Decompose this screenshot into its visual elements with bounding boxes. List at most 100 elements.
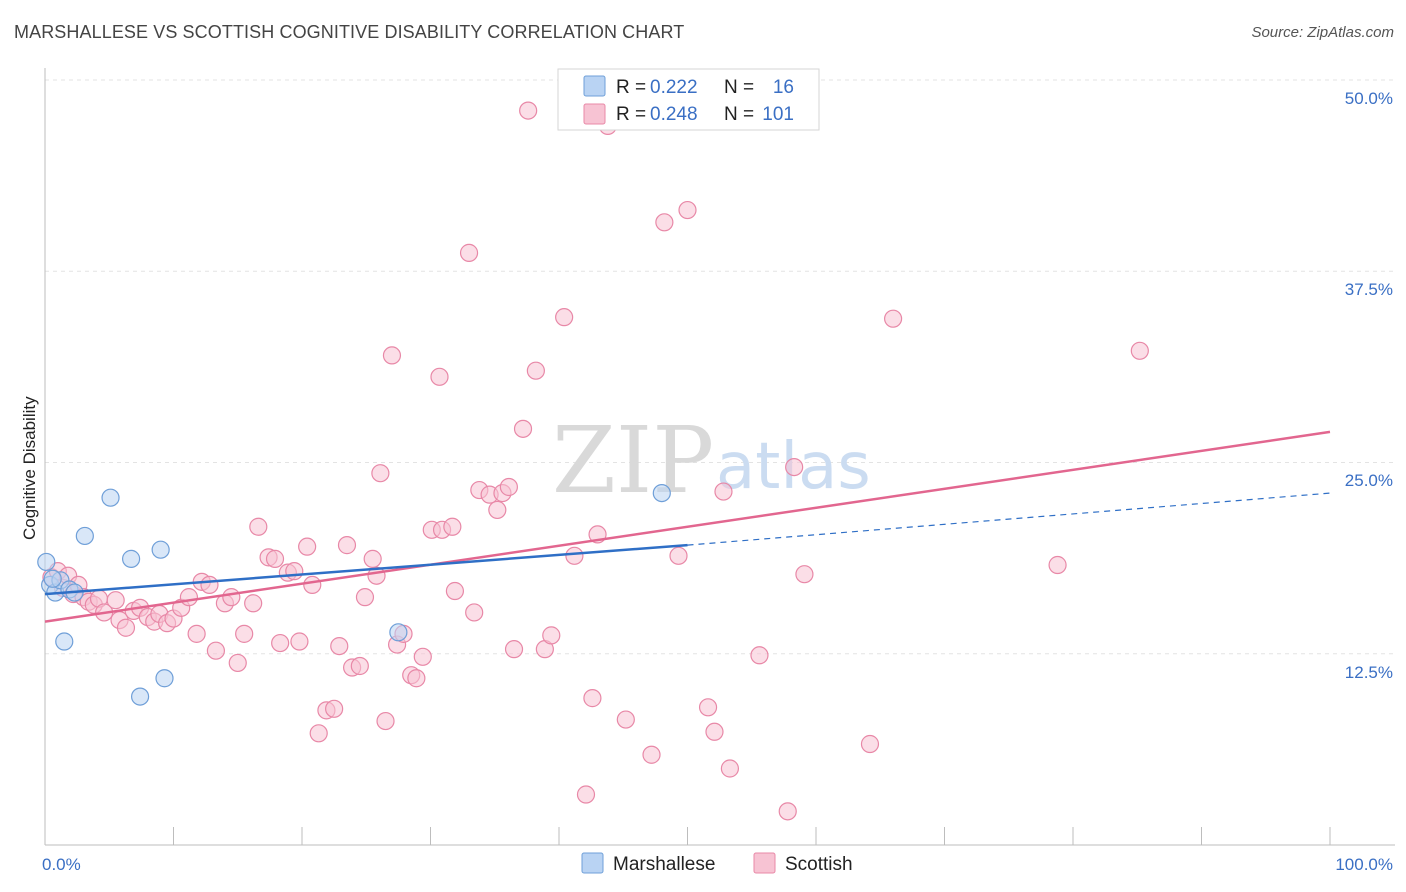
marshallese-point (55, 632, 74, 651)
scottish-point (200, 575, 219, 595)
scottish-point (382, 346, 402, 365)
scottish-point (583, 689, 602, 708)
scottish-point (750, 646, 769, 665)
chart-title: MARSHALLESE VS SCOTTISH COGNITIVE DISABI… (14, 22, 685, 42)
scottish-point (678, 200, 697, 220)
scottish-point (445, 581, 465, 601)
legend-r-value-marshallese: 0.222 (650, 77, 698, 98)
scottish-point (705, 722, 724, 741)
scottish-point (778, 802, 797, 821)
legend-swatch-marshallese (583, 75, 606, 97)
x-tick-label: 100.0% (1335, 855, 1393, 874)
scottish-point (187, 624, 206, 643)
scottish-point (519, 101, 538, 120)
x-tick-label: 0.0% (42, 855, 81, 874)
scottish-point (325, 699, 344, 718)
y-axis-label: Cognitive Disability (20, 396, 39, 540)
gridlines (45, 79, 1395, 655)
scottish-point (244, 594, 263, 613)
scottish-point (720, 759, 740, 778)
scottish-point (795, 565, 814, 584)
scottish-point (290, 632, 309, 651)
bottom-legend-label-marshallese: Marshallese (613, 854, 715, 875)
scottish-trendline (44, 430, 1331, 623)
scottish-point (235, 624, 254, 643)
legend-n-value-scottish: 101 (762, 104, 794, 125)
watermark-zip: ZIP (552, 407, 714, 514)
marshallese-point (121, 549, 141, 568)
scottish-point (363, 549, 382, 568)
scottish-point (642, 745, 661, 764)
y-tick-label: 25.0% (1345, 471, 1393, 490)
scottish-point (1048, 555, 1067, 575)
legend-r-label: R = (616, 77, 646, 98)
scottish-point (265, 549, 285, 568)
scottish-point (576, 785, 596, 804)
marshallese-point (130, 687, 150, 706)
scottish-point (337, 536, 357, 555)
scottish-point (228, 653, 247, 673)
scottish-point (330, 636, 349, 656)
y-tick-label: 37.5% (1345, 280, 1393, 299)
scottish-point (504, 640, 524, 659)
marshallese-point (101, 488, 120, 507)
scottish-point (443, 517, 462, 536)
scottish-point (513, 419, 533, 438)
scottish-point (430, 367, 449, 386)
scottish-point (303, 575, 322, 595)
scottish-point (116, 618, 136, 637)
marshallese-point (155, 669, 174, 688)
axes (44, 68, 1395, 846)
legend-n-value-marshallese: 16 (773, 77, 794, 98)
marshallese-point (37, 552, 56, 572)
marshallese-points (37, 484, 671, 706)
scottish-point (206, 641, 226, 660)
scottish-point (542, 626, 561, 645)
scottish-point (526, 361, 545, 380)
scottish-point (371, 464, 390, 483)
scottish-point (407, 669, 426, 688)
scottish-point (785, 457, 804, 477)
marshallese-trendline (44, 543, 688, 596)
legend-box: R = 0.222 N = 16 R = 0.248 N = 101 (557, 68, 820, 131)
scottish-point (309, 724, 328, 743)
legend-swatch-scottish (583, 103, 606, 125)
scottish-point (271, 633, 290, 653)
bottom-legend: Marshallese Scottish (581, 852, 853, 875)
scottish-point (669, 546, 688, 565)
bottom-legend-swatch-marshallese (581, 852, 604, 874)
scottish-point (465, 603, 484, 622)
legend-r-value-scottish: 0.248 (650, 104, 698, 125)
legend-n-label: N = (724, 77, 754, 98)
trendlines (44, 430, 1331, 623)
marshallese-point (43, 569, 62, 588)
legend-r-label: R = (616, 104, 646, 125)
legend-n-label: N = (724, 104, 754, 125)
scottish-point (222, 588, 241, 607)
scottish-point (106, 591, 125, 610)
marshallese-point (389, 623, 408, 642)
y-tick-label: 12.5% (1345, 663, 1393, 682)
scottish-point (1130, 341, 1149, 360)
bottom-legend-label-scottish: Scottish (785, 854, 853, 875)
scottish-point (616, 710, 635, 729)
scottish-point (698, 698, 718, 717)
scottish-point (499, 477, 518, 497)
scottish-point (714, 482, 733, 501)
scottish-point (860, 734, 880, 754)
marshallese-trendline-extension (687, 492, 1331, 546)
watermark: ZIP atlas (552, 407, 871, 514)
scottish-point (285, 562, 304, 581)
scottish-point (355, 588, 375, 607)
scottish-point (249, 517, 268, 536)
scottish-point (413, 647, 432, 666)
source-label: Source: ZipAtlas.com (1251, 24, 1394, 41)
scottish-point (488, 500, 507, 520)
scottish-point (883, 309, 903, 328)
bottom-legend-swatch-scottish (753, 852, 776, 874)
scottish-point (298, 537, 317, 556)
scottish-point (350, 656, 369, 676)
y-tick-label: 50.0% (1345, 89, 1393, 108)
scottish-point (179, 588, 199, 607)
